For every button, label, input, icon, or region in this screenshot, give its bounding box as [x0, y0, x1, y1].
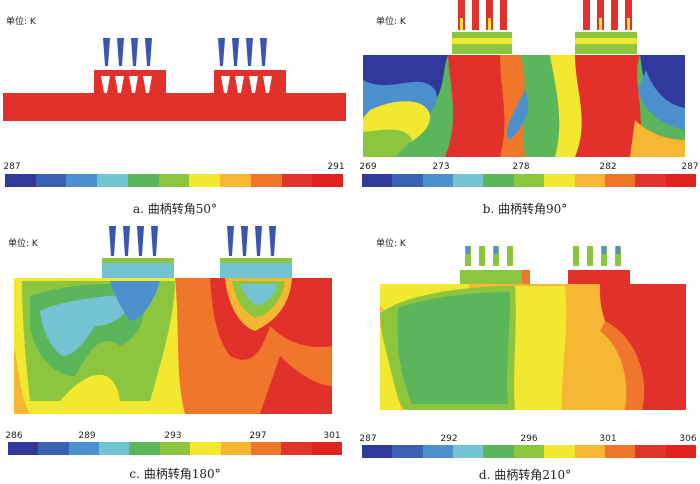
- scale-tick: 286: [5, 431, 23, 441]
- caption-b: b. 曲柄转角90°: [482, 202, 568, 216]
- scale-tick: 282: [599, 162, 617, 172]
- contour-plot-c: [14, 226, 332, 414]
- scale-tick: 297: [249, 431, 267, 441]
- unit-label-b: 单位: K: [376, 17, 406, 27]
- scale-tick: 296: [520, 434, 538, 444]
- unit-label-d: 单位: K: [376, 239, 406, 249]
- scale-tick: 291: [327, 162, 345, 172]
- caption-c: c. 曲柄转角180°: [129, 467, 221, 481]
- scale-tick: 269: [359, 162, 377, 172]
- caption-d: d. 曲柄转角210°: [478, 468, 572, 482]
- colorbar-b: [362, 174, 696, 187]
- contour-plot-d: [380, 246, 686, 410]
- scale-tick: 273: [432, 162, 450, 172]
- unit-label-c: 单位: K: [8, 239, 38, 249]
- scale-tick: 289: [78, 431, 96, 441]
- panel-b: 单位: K 269 273 278: [350, 0, 700, 242]
- colorbar-c: [8, 442, 342, 455]
- scale-tick: 292: [440, 434, 458, 444]
- scale-tick: 278: [512, 162, 530, 172]
- scale-tick: 287: [681, 162, 699, 172]
- scale-tick: 287: [359, 434, 377, 444]
- scale-tick: 287: [3, 162, 21, 172]
- unit-label-a: 单位: K: [6, 17, 36, 27]
- scale-tick: 301: [323, 431, 341, 441]
- panel-d: 单位: K 287 292 296 301 306 d. 曲柄转角210°: [350, 239, 700, 484]
- panel-c: 单位: K 286 289 293 297 301 c. 曲柄转角180°: [0, 226, 350, 484]
- colorbar-d: [362, 445, 696, 458]
- caption-a: a. 曲柄转角50°: [132, 202, 218, 216]
- contour-plot-a: [3, 38, 346, 121]
- scale-tick: 306: [679, 434, 697, 444]
- scale-tick: 301: [599, 434, 617, 444]
- colorbar-a: [5, 174, 344, 187]
- scale-tick: 293: [164, 431, 182, 441]
- panel-a: 单位: K 287 291 a. 曲柄转角50°: [0, 0, 350, 242]
- contour-plot-b: [363, 0, 685, 157]
